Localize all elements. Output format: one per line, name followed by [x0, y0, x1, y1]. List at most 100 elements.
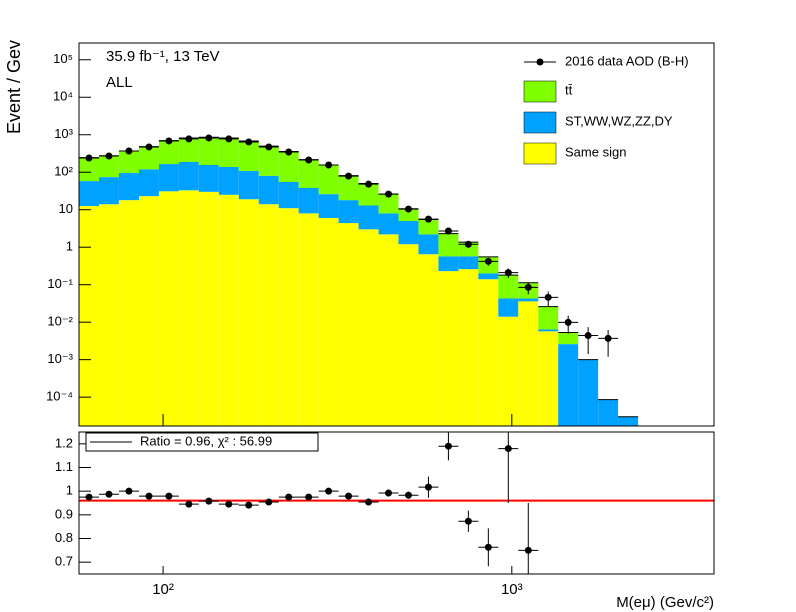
- bar: [578, 359, 599, 426]
- data-point: [385, 190, 393, 198]
- data-point: [365, 180, 373, 188]
- data-point: [205, 134, 213, 142]
- data-point: [464, 517, 472, 525]
- data-point: [185, 135, 193, 143]
- data-point: [385, 489, 393, 497]
- data-point: [444, 227, 452, 235]
- bar: [298, 187, 319, 214]
- y-axis-title: Event / Gev: [4, 40, 24, 134]
- legend-swatch: [523, 111, 557, 134]
- bar: [378, 194, 399, 214]
- y-tick-label: 10⁴: [53, 89, 73, 104]
- bar: [178, 138, 199, 162]
- bar: [318, 164, 339, 195]
- bar: [358, 205, 379, 230]
- top-frame: [78, 42, 715, 427]
- bar: [79, 206, 99, 426]
- data-point: [345, 492, 353, 500]
- data-point: [524, 546, 532, 554]
- data-point: [85, 154, 93, 162]
- legend-label: ST,WW,WZ,ZZ,DY: [565, 113, 673, 128]
- bar: [418, 254, 439, 426]
- data-point: [185, 500, 193, 508]
- bar: [258, 146, 279, 176]
- bar: [158, 191, 179, 426]
- bar: [218, 166, 239, 195]
- data-point: [464, 240, 472, 248]
- top-plot-area: [79, 134, 639, 426]
- y-tick-label: 1.1: [55, 459, 73, 474]
- bar: [158, 140, 179, 165]
- data-point: [325, 161, 333, 169]
- legend-label: tt̄: [565, 82, 573, 97]
- data-point: [125, 487, 133, 495]
- bar: [118, 150, 139, 174]
- data-point: [424, 483, 432, 491]
- data-point: [145, 143, 153, 151]
- y-tick-label: 1: [66, 483, 73, 498]
- bar: [398, 208, 419, 221]
- y-tick-label: 10⁵: [53, 51, 73, 66]
- bar: [138, 196, 159, 426]
- bar: [79, 157, 99, 182]
- bar: [218, 138, 239, 167]
- legend-swatch: [523, 142, 557, 165]
- bar: [198, 191, 219, 426]
- legend-label: Same sign: [565, 144, 626, 159]
- bar: [278, 181, 299, 209]
- y-tick-label: 10⁻¹: [47, 276, 73, 291]
- bar: [418, 219, 439, 235]
- bar: [438, 271, 459, 426]
- bar: [458, 269, 479, 426]
- data-point: [305, 493, 313, 501]
- bar: [98, 155, 119, 178]
- bar: [338, 223, 359, 426]
- bar: [198, 164, 219, 192]
- bar: [598, 399, 619, 426]
- data-point: [165, 492, 173, 500]
- y-tick-label: 10²: [54, 164, 73, 179]
- bar: [538, 329, 559, 332]
- bar: [378, 234, 399, 426]
- bar: [558, 344, 579, 426]
- ratio-plot-area: [79, 432, 714, 574]
- bar: [318, 194, 339, 219]
- data-point: [484, 257, 492, 265]
- data-point: [444, 442, 452, 450]
- bar: [238, 140, 259, 171]
- x-axis-title: M(eμ) (Gev/c²): [616, 594, 714, 611]
- bar: [298, 159, 319, 188]
- y-tick-label: 10⁻²: [47, 314, 73, 329]
- bar: [198, 137, 219, 165]
- x-tick-label: 10³: [501, 581, 523, 598]
- y-tick-label: 1: [66, 239, 73, 254]
- ratio-legend-box: [85, 432, 319, 452]
- annotation: ALL: [106, 74, 133, 91]
- data-point: [285, 148, 293, 156]
- bar: [358, 229, 379, 426]
- bar: [98, 177, 119, 205]
- y-tick-label: 0.9: [55, 506, 73, 521]
- data-point: [504, 269, 512, 277]
- data-point: [524, 283, 532, 291]
- bar: [438, 233, 459, 257]
- data-point: [165, 137, 173, 145]
- annotation: 35.9 fb⁻¹, 13 TeV: [106, 48, 220, 65]
- bar: [398, 220, 419, 245]
- axes: 10⁵ 10⁴ 10³ 10² 10 1 10⁻¹ 10⁻² 10⁻³ 10⁻⁴ 0.7 0.8 0.9…: [46, 51, 688, 598]
- data-point: [365, 498, 373, 506]
- bar: [158, 164, 179, 192]
- bar: [338, 175, 359, 201]
- data-point: [424, 215, 432, 223]
- data-point: [105, 152, 113, 160]
- y-tick-label: 10⁻³: [47, 351, 73, 366]
- legend-swatch: [523, 80, 557, 103]
- bar: [238, 199, 259, 426]
- data-point: [105, 490, 113, 498]
- data-point: [125, 147, 133, 155]
- bar: [458, 256, 479, 270]
- bar: [278, 208, 299, 426]
- data-point: [285, 493, 293, 501]
- bar: [558, 332, 579, 345]
